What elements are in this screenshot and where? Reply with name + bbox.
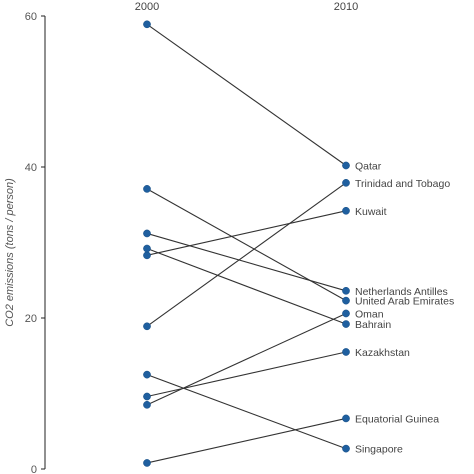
y-axis-title: CO2 emissions (tons / person) xyxy=(4,178,16,327)
slope-line-bahrain xyxy=(146,248,347,325)
label-kuwait: Kuwait xyxy=(355,206,387,218)
slope-line-singapore xyxy=(146,374,347,450)
point-2010-oman xyxy=(342,309,350,318)
point-2000-united-arab-emirates xyxy=(143,185,151,193)
y-tick-label: 0 xyxy=(31,464,37,474)
data-points xyxy=(143,20,350,467)
point-2000-singapore xyxy=(143,370,151,379)
y-tick-label: 60 xyxy=(25,11,37,23)
column-label-2010: 2010 xyxy=(334,1,358,13)
point-2010-qatar xyxy=(342,161,350,170)
point-2010-kuwait xyxy=(342,206,350,215)
point-2000-equatorial-guinea xyxy=(143,459,151,467)
slope-line-united-arab-emirates xyxy=(146,188,347,302)
slope-line-trinidad-and-tobago xyxy=(146,182,347,327)
country-labels: Qatar Trinidad and Tobago Kuwait Netherland… xyxy=(355,160,454,455)
point-2000-kuwait xyxy=(143,251,151,260)
point-2000-qatar xyxy=(143,20,151,29)
label-united-arab-emirates: United Arab Emirates xyxy=(355,296,454,308)
column-label-2000: 2000 xyxy=(135,1,159,13)
label-qatar: Qatar xyxy=(355,160,382,172)
label-netherlands-antilles: Netherlands Antilles xyxy=(355,286,448,298)
point-2000-netherlands-antilles xyxy=(143,229,151,238)
y-tick-label: 20 xyxy=(25,313,37,325)
slope-lines xyxy=(146,23,347,464)
y-tick-label: 40 xyxy=(25,162,37,174)
point-2010-kazakhstan xyxy=(342,348,350,356)
point-2010-trinidad-and-tobago xyxy=(342,179,350,187)
label-equatorial-guinea: Equatorial Guinea xyxy=(355,413,439,425)
slope-line-netherlands-antilles xyxy=(146,232,347,292)
slope-line-kazakhstan xyxy=(146,351,347,398)
label-bahrain: Bahrain xyxy=(355,319,391,331)
label-trinidad-and-tobago: Trinidad and Tobago xyxy=(355,178,450,190)
point-2010-singapore xyxy=(342,444,350,453)
point-2010-united-arab-emirates xyxy=(342,296,350,305)
slope-line-equatorial-guinea xyxy=(146,417,347,464)
y-ticks: 0 20 40 60 xyxy=(25,11,45,474)
point-2010-equatorial-guinea xyxy=(342,414,350,423)
label-oman: Oman xyxy=(355,308,384,320)
point-2000-bahrain xyxy=(143,244,151,253)
slope-line-kuwait xyxy=(146,210,347,256)
point-2000-kazakhstan xyxy=(143,392,151,401)
point-2010-bahrain xyxy=(342,320,350,328)
point-2000-trinidad-and-tobago xyxy=(143,322,151,331)
point-2000-oman xyxy=(143,400,151,409)
label-singapore: Singapore xyxy=(355,444,403,456)
point-2010-netherlands-antilles xyxy=(342,286,350,295)
slope-line-qatar xyxy=(146,23,347,166)
label-kazakhstan: Kazakhstan xyxy=(355,347,410,359)
